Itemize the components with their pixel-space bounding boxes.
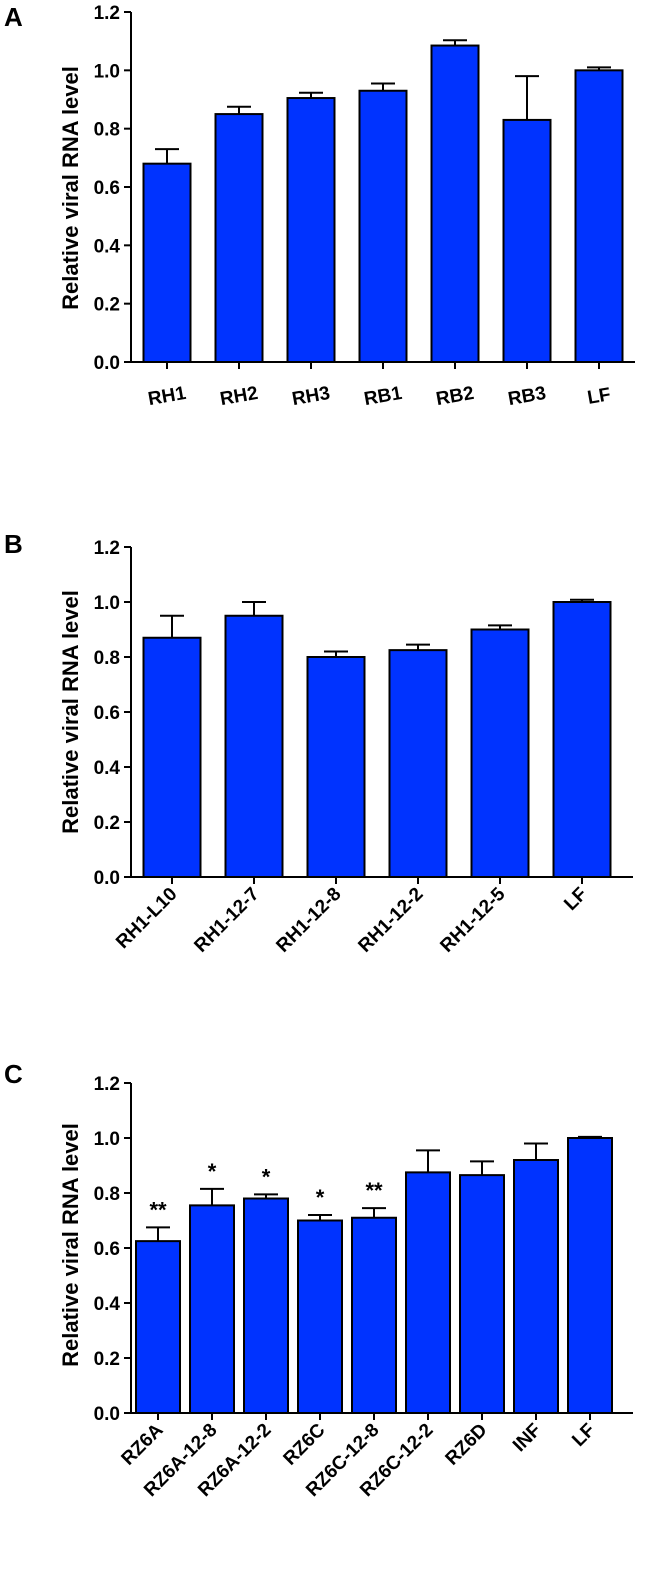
- bar: [552, 601, 612, 878]
- bar: [142, 162, 192, 363]
- bar: [502, 118, 552, 363]
- bar: [297, 1219, 343, 1414]
- y-tick-label: 0.2: [94, 295, 120, 316]
- bar: [142, 636, 202, 878]
- y-axis-label: Relative viral RNA level: [58, 1123, 83, 1367]
- bar: [470, 628, 530, 878]
- x-tick-label: LF: [560, 884, 591, 915]
- y-tick-label: 0.2: [94, 1349, 120, 1370]
- y-tick-label: 1.2: [94, 1074, 120, 1095]
- y-tick-label: 0.0: [94, 1404, 120, 1425]
- y-tick-label: 0.8: [94, 648, 120, 669]
- panel-b: B Relative viral RNA level 0.0 0.2 0.4 0.6 0…: [4, 529, 633, 957]
- bar: [405, 1171, 451, 1414]
- y-tick-label: 0.6: [94, 1239, 120, 1260]
- x-tick-label: RH1-12-2: [354, 884, 427, 957]
- bar: [306, 656, 366, 878]
- y-tick-label: 0.8: [94, 1184, 120, 1205]
- y-tick-label: 0.6: [94, 703, 120, 724]
- y-tick-label: 1.0: [94, 61, 120, 82]
- panel-c: C Relative viral RNA level 0.0 0.2 0.4 0.6 0…: [4, 1059, 633, 1501]
- x-tick-label: INF: [509, 1420, 545, 1456]
- bar: [388, 649, 448, 878]
- y-tick-label: 0.4: [94, 758, 121, 779]
- x-tick-label: LF: [586, 384, 613, 409]
- y-tick-label: 0.8: [94, 120, 120, 141]
- panel-a: A Relative viral RNA level 0.0 0.2 0.4 0.6 0…: [4, 2, 635, 410]
- bar: [214, 113, 264, 364]
- bar: [358, 89, 408, 363]
- bar: [243, 1197, 289, 1414]
- x-tick-label: RH1-L10: [112, 884, 181, 953]
- panel-letter: B: [4, 529, 23, 559]
- x-tick-label: LF: [568, 1420, 599, 1451]
- x-tick-label: RH1-12-7: [190, 884, 263, 957]
- y-tick-label: 0.0: [94, 868, 120, 889]
- panel-letter: A: [4, 2, 23, 32]
- y-axis-label: Relative viral RNA level: [58, 66, 83, 310]
- x-tick-label: RZ6C: [280, 1419, 330, 1469]
- significance-label: *: [316, 1185, 325, 1210]
- y-tick-label: 0.2: [94, 813, 120, 834]
- x-tick-label: RH3: [291, 383, 332, 410]
- y-tick-label: 0.6: [94, 178, 120, 199]
- y-tick-label: 1.2: [94, 3, 120, 24]
- bar: [135, 1240, 181, 1414]
- bar: [224, 614, 284, 878]
- significance-label: **: [365, 1178, 383, 1203]
- y-tick-label: 1.0: [94, 1129, 120, 1150]
- significance-label: *: [262, 1164, 271, 1189]
- bar: [567, 1137, 613, 1414]
- x-tick-label: RH1: [147, 383, 189, 410]
- y-tick-label: 1.0: [94, 593, 120, 614]
- x-tick-label: RH1-12-5: [436, 883, 509, 956]
- significance-label: *: [208, 1159, 217, 1184]
- bar: [459, 1174, 505, 1414]
- x-tick-label: RZ6A: [118, 1419, 168, 1469]
- y-tick-label: 1.2: [94, 538, 120, 559]
- x-tick-label: RH1-12-8: [272, 884, 345, 957]
- x-tick-label: RH2: [219, 383, 260, 410]
- y-axis-label: Relative viral RNA level: [58, 590, 83, 834]
- panel-letter: C: [4, 1059, 23, 1089]
- y-tick-label: 0.4: [94, 236, 121, 257]
- bar: [513, 1159, 559, 1414]
- x-tick-label: RB1: [363, 383, 405, 410]
- x-tick-label: RB2: [435, 383, 476, 410]
- bar: [189, 1204, 235, 1414]
- bar: [286, 97, 336, 364]
- bar: [430, 44, 480, 364]
- x-tick-label: RZ6D: [442, 1420, 492, 1470]
- bar: [351, 1216, 397, 1414]
- y-tick-label: 0.4: [94, 1294, 121, 1315]
- bar: [574, 69, 624, 363]
- significance-label: **: [149, 1197, 167, 1222]
- x-tick-label: RB3: [507, 383, 548, 410]
- y-tick-label: 0.0: [94, 353, 120, 374]
